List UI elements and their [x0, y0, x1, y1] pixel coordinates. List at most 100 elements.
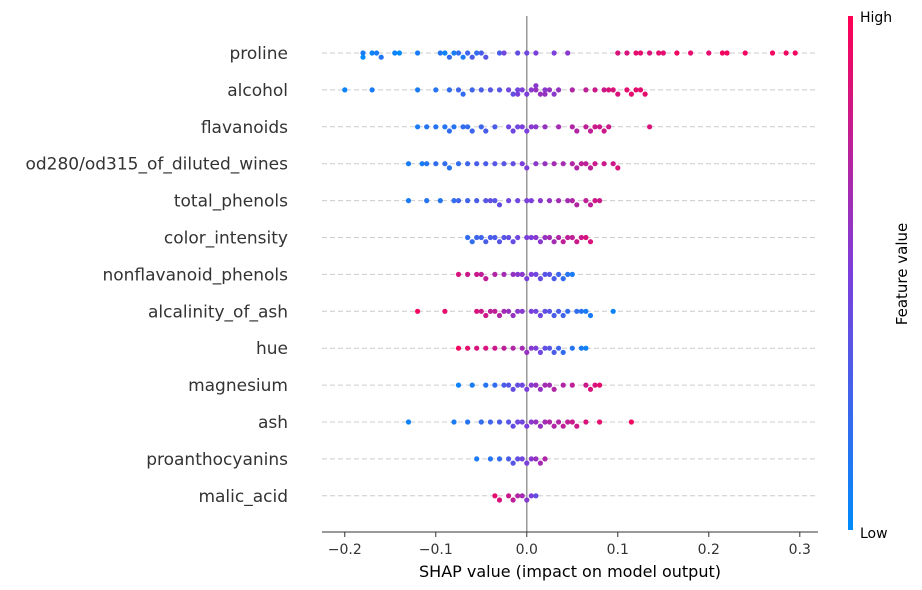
shap-point	[465, 50, 471, 56]
shap-point	[524, 165, 530, 171]
shap-point	[537, 198, 544, 204]
shap-point	[478, 234, 484, 241]
x-tick-label: −0.1	[419, 542, 453, 558]
x-tick-label: 0.3	[789, 542, 811, 558]
shap-point	[519, 419, 525, 425]
shap-point	[496, 312, 503, 319]
shap-point	[469, 87, 475, 93]
shap-point	[587, 202, 594, 208]
shap-point	[419, 161, 425, 167]
shap-point	[542, 456, 548, 462]
shap-point	[578, 345, 585, 351]
shap-point	[515, 493, 521, 499]
shap-point	[515, 271, 521, 277]
shap-point	[437, 198, 443, 204]
shap-point	[442, 161, 448, 167]
shap-point	[583, 87, 589, 93]
shap-point	[501, 345, 507, 351]
shap-point	[569, 419, 575, 425]
shap-point	[660, 50, 666, 56]
shap-point	[769, 50, 776, 56]
shap-point	[542, 234, 548, 241]
shap-point	[606, 87, 612, 93]
shap-point	[492, 308, 498, 314]
shap-point	[569, 161, 575, 167]
shap-point	[597, 198, 603, 204]
shap-point	[474, 271, 480, 277]
shap-point	[515, 308, 521, 314]
shap-point	[474, 345, 480, 351]
shap-point	[519, 124, 525, 130]
shap-point	[546, 419, 553, 425]
shap-point	[378, 54, 384, 60]
shap-point	[446, 165, 452, 171]
shap-point	[487, 308, 493, 314]
shap-point	[506, 198, 512, 204]
shap-point	[360, 54, 366, 60]
shap-point	[533, 83, 539, 89]
shap-point	[524, 198, 530, 204]
shap-point	[533, 161, 539, 167]
shap-point	[496, 87, 503, 93]
shap-point	[542, 91, 548, 97]
shap-point	[483, 161, 489, 167]
shap-point	[492, 271, 498, 277]
shap-point	[656, 50, 662, 56]
shap-point	[455, 271, 462, 277]
shap-point	[487, 234, 493, 241]
shap-point	[524, 386, 530, 392]
colorbar-title: Feature value	[893, 223, 911, 325]
shap-point	[496, 50, 503, 56]
shap-point	[437, 50, 443, 56]
shap-point	[537, 386, 544, 392]
shap-point	[483, 312, 489, 319]
shap-point	[369, 87, 375, 93]
shap-point	[583, 419, 589, 425]
shap-point	[565, 234, 571, 241]
shap-point	[506, 493, 512, 499]
shap-point	[446, 54, 452, 60]
shap-point	[501, 234, 507, 241]
shap-point	[528, 493, 534, 499]
shap-point	[637, 50, 644, 56]
shap-point	[487, 456, 493, 462]
shap-point	[487, 87, 493, 93]
shap-point	[583, 198, 589, 204]
shap-point	[519, 493, 525, 499]
shap-point	[496, 497, 503, 503]
shap-point	[592, 161, 598, 167]
feature-label: proanthocyanins	[146, 450, 288, 470]
shap-point	[492, 234, 498, 241]
shap-point	[601, 161, 607, 167]
shap-point	[528, 456, 534, 462]
shap-point	[515, 198, 521, 204]
shap-point	[506, 234, 512, 241]
shap-point	[487, 419, 493, 425]
shap-point	[533, 124, 539, 130]
shap-point	[542, 124, 548, 130]
shap-point	[537, 91, 544, 97]
shap-point	[524, 91, 530, 97]
shap-point	[637, 87, 644, 93]
shap-point	[537, 312, 544, 319]
shap-point	[542, 161, 548, 167]
shap-point	[560, 312, 566, 319]
shap-point	[792, 50, 798, 56]
shap-point	[615, 165, 621, 171]
shap-point	[396, 50, 402, 56]
shap-point	[647, 124, 653, 130]
shap-point	[496, 456, 503, 462]
shap-point	[742, 50, 748, 56]
shap-point	[433, 87, 439, 93]
shap-point	[587, 386, 594, 392]
feature-label: flavanoids	[201, 118, 288, 138]
x-axis-title: SHAP value (impact on model output)	[419, 562, 721, 581]
shap-point	[510, 91, 516, 97]
shap-point	[469, 54, 475, 60]
shap-point	[537, 276, 544, 282]
shap-point	[478, 271, 484, 277]
x-tick-label: 0.2	[698, 542, 720, 558]
shap-point	[506, 419, 512, 425]
shap-point	[405, 419, 412, 425]
shap-point	[496, 239, 503, 245]
